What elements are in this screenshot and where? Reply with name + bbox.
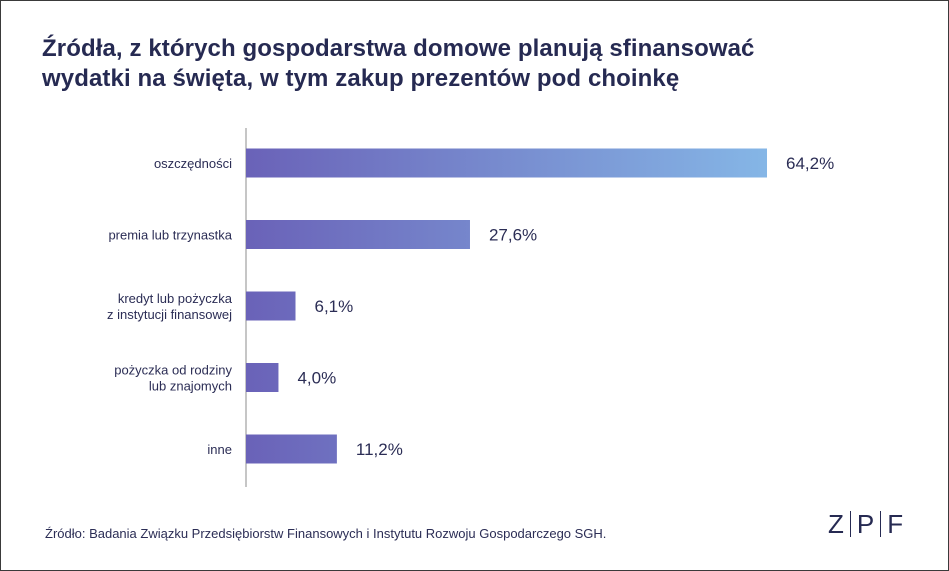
chart-title: Źródła, z których gospodarstwa domowe pl… (42, 34, 882, 94)
logo-separator (880, 511, 882, 537)
category-label-1: premia lub trzynastka (108, 228, 232, 243)
bar-2 (246, 291, 296, 321)
category-label-line: kredyt lub pożyczka (118, 291, 233, 306)
category-label-4: inne (207, 442, 232, 457)
logo-letter-f: F (887, 508, 904, 539)
category-label-line: oszczędności (154, 156, 232, 171)
bar-0 (246, 148, 767, 178)
source-note: Źródło: Badania Związku Przedsiębiorstw … (45, 526, 607, 541)
value-label-1: 27,6% (489, 226, 537, 245)
logo-separator (849, 511, 851, 537)
category-label-line: inne (207, 442, 232, 457)
category-label-line: premia lub trzynastka (108, 228, 232, 243)
bar-3 (246, 363, 279, 392)
value-label-2: 6,1% (315, 297, 354, 316)
logo-letter-z: Z (828, 508, 844, 539)
value-label-4: 11,2% (356, 440, 403, 459)
bar-1 (246, 220, 470, 249)
zpf-logo: Z P F (822, 508, 909, 540)
category-label-2: kredyt lub pożyczka z instytucji finansow… (107, 291, 233, 322)
category-label-line: lub znajomych (149, 379, 232, 394)
bar-4 (246, 434, 337, 464)
category-label-line: z instytucji finansowej (107, 307, 232, 322)
logo-letter-p: P (856, 508, 875, 539)
category-label-line: pożyczka od rodziny (114, 363, 232, 378)
value-label-0: 64,2% (786, 154, 834, 173)
value-label-3: 4,0% (297, 369, 336, 388)
chart-title-line-1: Źródła, z których gospodarstwa domowe pl… (42, 35, 755, 62)
category-label-3: pożyczka od rodziny lub znajomych (114, 363, 232, 394)
chart-title-line-2: wydatki na święta, w tym zakup prezentów… (42, 65, 680, 92)
category-label-0: oszczędności (154, 156, 232, 171)
